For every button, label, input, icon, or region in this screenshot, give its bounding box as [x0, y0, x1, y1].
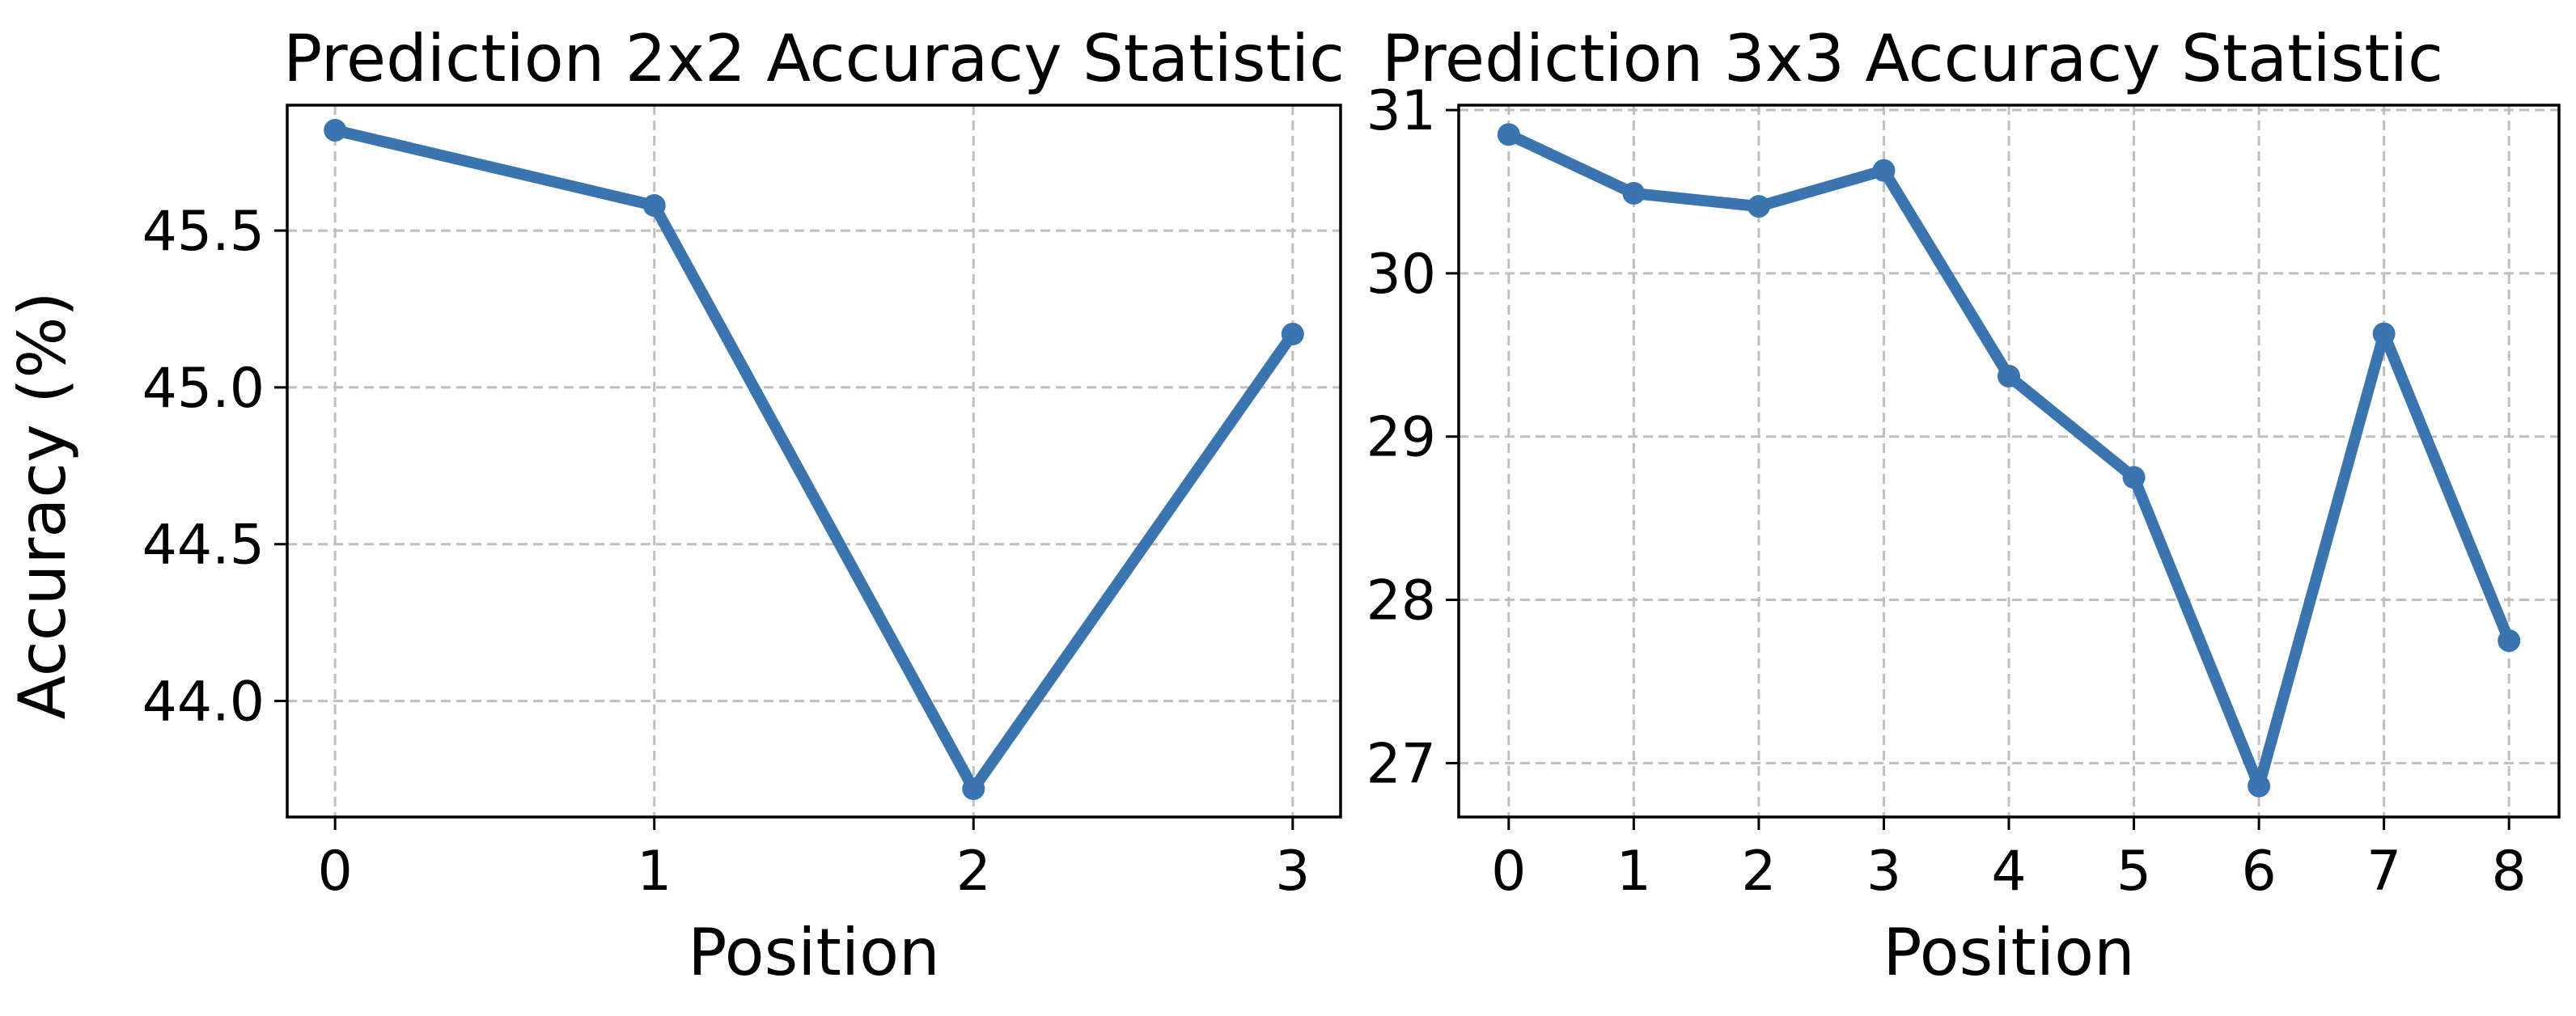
- x-tick-label: 1: [637, 840, 672, 904]
- x-tick-label: 6: [2241, 840, 2276, 904]
- x-tick-label: 3: [1275, 840, 1310, 904]
- y-axis-label: Accuracy (%): [5, 291, 80, 719]
- y-tick-label: 45.0: [142, 357, 265, 421]
- x-tick-label: 8: [2492, 840, 2527, 904]
- chart-title: Prediction 2x2 Accuracy Statistic: [283, 21, 1345, 96]
- data-point: [642, 194, 666, 218]
- x-tick-label: 5: [2116, 840, 2151, 904]
- data-point: [2498, 629, 2521, 653]
- chart-panel-2x2: 0 1 2 3 44.0 44.5 45.0 45.5 Prediction 2x2 Accur…: [5, 21, 1345, 990]
- data-point: [1747, 195, 1770, 218]
- series-line: [329, 125, 1299, 795]
- y-tick-label: 30: [1366, 243, 1436, 307]
- data-point: [1497, 123, 1520, 146]
- x-tick-label: 7: [2366, 840, 2401, 904]
- x-tick-label: 0: [318, 840, 353, 904]
- y-tick-label: 44.0: [142, 671, 265, 734]
- y-tick-label: 44.5: [142, 514, 265, 578]
- data-point: [324, 119, 347, 142]
- data-point: [2122, 466, 2146, 489]
- chart-title: Prediction 3x3 Accuracy Statistic: [1382, 21, 2443, 96]
- plot-frame: [1457, 104, 2561, 819]
- x-tick-label: 2: [1741, 840, 1776, 904]
- y-tick-label: 45.5: [142, 200, 265, 264]
- data-point: [2372, 322, 2396, 345]
- data-point: [2248, 774, 2271, 798]
- x-axis-label: Position: [1883, 915, 2134, 990]
- data-point: [1872, 159, 1896, 182]
- x-tick-label: 1: [1616, 840, 1651, 904]
- x-tick-label: 2: [956, 840, 991, 904]
- x-axis-label: Position: [688, 915, 939, 990]
- y-tick-label: 28: [1366, 569, 1436, 633]
- y-tick-label: 27: [1366, 732, 1436, 796]
- y-tick-label: 31: [1366, 79, 1436, 143]
- x-tick-label: 0: [1491, 840, 1526, 904]
- data-point: [1998, 365, 2020, 388]
- x-tick-label: 3: [1866, 840, 1901, 904]
- data-point: [1622, 181, 1646, 205]
- data-point: [962, 777, 985, 801]
- y-tick-label: 29: [1366, 406, 1436, 470]
- data-point: [1281, 322, 1304, 345]
- x-tick-label: 4: [1991, 840, 2026, 904]
- plot-frame: [286, 104, 1342, 819]
